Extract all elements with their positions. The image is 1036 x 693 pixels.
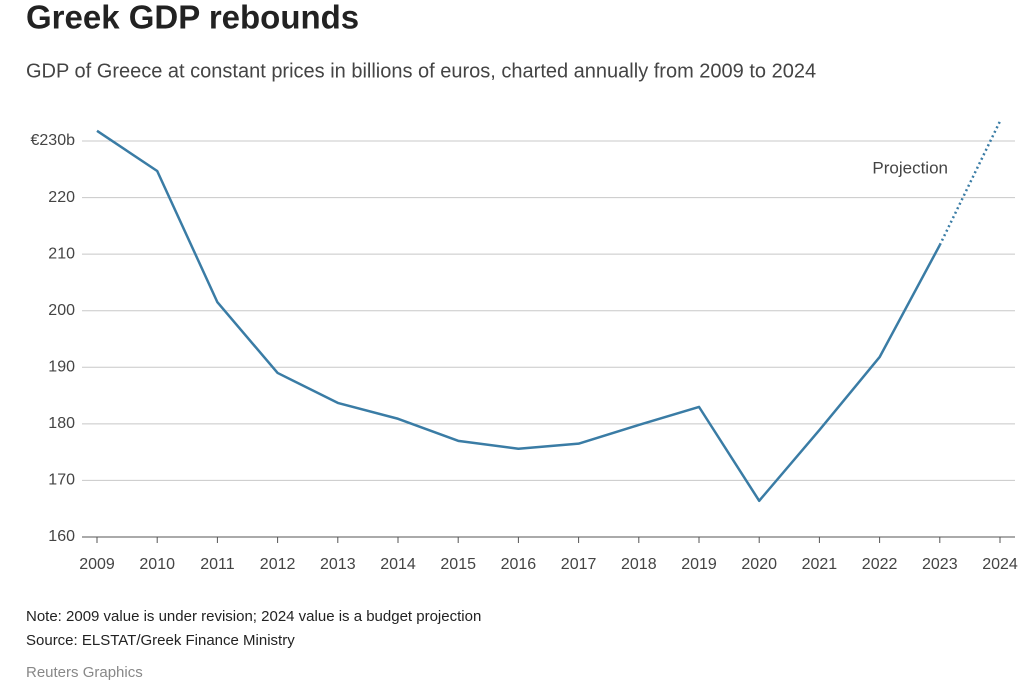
y-tick-label: 220 xyxy=(48,189,75,206)
note: Note: 2009 value is under revision; 2024… xyxy=(26,608,481,625)
y-tick-label: 180 xyxy=(48,415,75,432)
chart-subtitle: GDP of Greece at constant prices in bill… xyxy=(26,60,816,82)
x-tick-label: 2024 xyxy=(982,556,1018,573)
x-tick-label: 2012 xyxy=(260,556,296,573)
line xyxy=(96,129,941,503)
x-tick-label: 2016 xyxy=(501,556,537,573)
x-tick-label: 2009 xyxy=(79,556,115,573)
x-tick-label: 2022 xyxy=(862,556,898,573)
x-tick-label: 2014 xyxy=(380,556,416,573)
x-tick-label: 2013 xyxy=(320,556,356,573)
x-tick-label: 2021 xyxy=(802,556,838,573)
x-tick-label: 2019 xyxy=(681,556,717,573)
credit: Reuters Graphics xyxy=(26,664,143,681)
y-tick-label: 190 xyxy=(48,359,75,376)
x-tick-label: 2023 xyxy=(922,556,958,573)
y-tick-label: 210 xyxy=(48,245,75,262)
annotation: Projection xyxy=(872,158,948,177)
y-tick-label: 170 xyxy=(48,472,75,489)
chart-title: Greek GDP rebounds xyxy=(26,0,359,36)
y-tick-label: 200 xyxy=(48,302,75,319)
x-tick-label: 2020 xyxy=(741,556,777,573)
x-tick-label: 2011 xyxy=(200,556,235,573)
y-tick-label: 160 xyxy=(48,528,75,545)
x-tick-label: 2015 xyxy=(440,556,476,573)
y-tick-label: €230b xyxy=(31,132,76,149)
line xyxy=(938,120,1002,246)
x-tick-label: 2017 xyxy=(561,556,597,573)
x-tick-label: 2018 xyxy=(621,556,657,573)
x-tick-label: 2010 xyxy=(139,556,175,573)
source: Source: ELSTAT/Greek Finance Ministry xyxy=(26,632,295,649)
